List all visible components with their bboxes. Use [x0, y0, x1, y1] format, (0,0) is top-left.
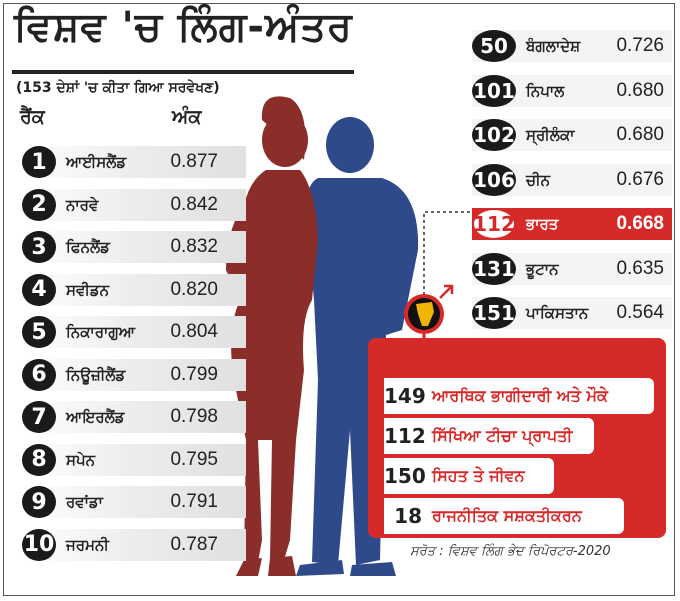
woman-silhouette	[226, 96, 318, 576]
country-name: ਸ੍ਰੀਲੰਕਾ	[526, 126, 575, 144]
breakdown-row-bg	[384, 458, 554, 494]
gender-gap-score: 0.799	[170, 363, 218, 385]
ranking-row: 5 ਨਿਕਾਰਾਗੁਆ 0.804	[22, 316, 246, 348]
rank-badge: 50	[472, 30, 516, 62]
ranking-row: 131 ਭੂਟਾਨ 0.635	[472, 252, 672, 285]
country-name: ਨਿਪਾਲ	[526, 81, 565, 100]
gender-gap-score: 0.842	[170, 193, 218, 215]
gender-gap-score: 0.787	[170, 533, 218, 555]
ranking-row: 3 ਫਿਨਲੈਂਡ 0.832	[22, 231, 246, 263]
page-title: ਵਿਸ਼ਵ 'ਚ ਲਿੰਗ-ਅੰਤਰ	[14, 4, 353, 50]
gender-gap-score: 0.668	[616, 213, 664, 234]
country-name: ਸਵੀਡਨ	[66, 280, 110, 299]
breakdown-row: 149 ਆਰਥਿਕ ਭਾਗੀਦਾਰੀ ਅਤੇ ਮੌਕੇ	[384, 378, 654, 414]
breakdown-row-bg	[384, 378, 654, 414]
breakdown-rank: 18	[394, 504, 422, 528]
gender-gap-score: 0.804	[170, 321, 218, 342]
breakdown-label: ਰਾਜਨੀਤਿਕ ਸਸ਼ਕਤੀਕਰਨ	[432, 506, 582, 525]
breakdown-row-bg	[384, 418, 594, 454]
breakdown-row: 150 ਸਿਹਤ ਤੇ ਜੀਵਨ	[384, 458, 554, 494]
gender-gap-score: 0.820	[170, 278, 218, 300]
score-header: ਅੰਕ	[172, 106, 202, 128]
gender-gap-score: 0.680	[616, 124, 664, 145]
ranking-row: 102 ਸ੍ਰੀਲੰਕਾ 0.680	[472, 119, 672, 151]
ranking-row: 4 ਸਵੀਡਨ 0.820	[22, 273, 246, 306]
rank-badge: 1	[22, 146, 56, 178]
ranking-row: 112 ਭਾਰਤ 0.668	[472, 208, 672, 240]
infographic-frame	[3, 3, 675, 596]
country-name: ਚੀਨ	[526, 170, 551, 189]
gender-gap-score: 0.564	[616, 302, 664, 323]
rank-badge: 9	[22, 486, 56, 518]
country-name: ਭਾਰਤ	[526, 215, 559, 233]
country-name: ਸਪੇਨ	[66, 450, 96, 469]
rank-badge: 2	[22, 188, 56, 221]
rank-header: ਰੈਂਕ	[20, 106, 45, 128]
breakdown-rank: 112	[384, 424, 426, 448]
ranking-row: 1 ਆਈਸਲੈਂਡ 0.877	[22, 146, 246, 178]
ranking-row: 151 ਪਾਕਿਸਤਾਨ 0.564	[472, 297, 672, 329]
country-name: ਜਰਮਨੀ	[66, 535, 109, 554]
ranking-row: 8 ਸਪੇਨ 0.795	[22, 443, 246, 476]
country-name: ਰਵਾਂਡਾ	[66, 493, 103, 511]
country-name: ਆਇਰਲੈਂਡ	[66, 408, 125, 426]
ranking-row: 106 ਚੀਨ 0.676	[472, 163, 672, 196]
gender-gap-score: 0.676	[616, 168, 664, 190]
gender-gap-score: 0.635	[616, 257, 664, 279]
man-silhouette	[296, 117, 419, 576]
breakdown-row: 18 ਰਾਜਨੀਤਿਕ ਸਸ਼ਕਤੀਕਰਨ	[384, 498, 624, 534]
country-name: ਬੰਗਲਾਦੇਸ਼	[526, 37, 581, 55]
ranking-row: 2 ਨਾਰਵੇ 0.842	[22, 188, 246, 221]
country-name: ਭੂਟਾਨ	[526, 259, 559, 278]
gender-gap-score: 0.791	[170, 491, 218, 512]
rank-badge: 6	[22, 358, 56, 391]
ranking-row: 50 ਬੰਗਲਾਦੇਸ਼ 0.726	[472, 30, 672, 62]
country-name: ਫਿਨਲੈਂਡ	[66, 238, 110, 256]
rank-badge: 3	[22, 231, 56, 263]
source-note: ਸਰੋਤ : ਵਿਸ਼ਵ ਲਿੰਗ ਭੇਦ ਰਿਪੋਰਟਰ-2020	[410, 544, 611, 559]
breakdown-rank: 149	[384, 384, 426, 408]
rank-badge: 112	[472, 208, 516, 240]
breakdown-label: ਆਰਥਿਕ ਭਾਗੀਦਾਰੀ ਅਤੇ ਮੌਕੇ	[432, 386, 608, 405]
breakdown-label: ਸਿਹਤ ਤੇ ਜੀਵਨ	[432, 466, 525, 485]
rank-badge: 5	[22, 316, 56, 348]
breakdown-row-bg	[384, 498, 624, 534]
rank-badge: 151	[472, 297, 516, 329]
title-underline	[12, 70, 354, 74]
gender-gap-score: 0.798	[170, 406, 218, 427]
ranking-row: 6 ਨਿਊਜ਼ੀਲੈਂਡ 0.799	[22, 358, 246, 391]
breakdown-rank: 150	[384, 464, 426, 488]
breakdown-row: 112 ਸਿੱਖਿਆ ਟੀਚਾ ਪ੍ਰਾਪਤੀ	[384, 418, 594, 454]
gender-gap-score: 0.877	[170, 151, 218, 172]
country-name: ਨਿਊਜ਼ੀਲੈਂਡ	[66, 365, 126, 384]
country-name: ਪਾਕਿਸਤਾਨ	[526, 304, 589, 322]
gender-gap-score: 0.680	[616, 79, 664, 101]
gender-gap-score: 0.726	[616, 35, 664, 56]
ranking-row: 10 ਜਰਮਨੀ 0.787	[22, 528, 246, 561]
rank-badge: 101	[472, 74, 516, 107]
rank-badge: 7	[22, 401, 56, 433]
country-name: ਨਾਰਵੇ	[66, 195, 99, 214]
country-name: ਨਿਕਾਰਾਗੁਆ	[66, 323, 136, 341]
ranking-row: 9 ਰਵਾਂਡਾ 0.791	[22, 486, 246, 518]
rank-badge: 106	[472, 163, 516, 196]
page-subtitle: (153 ਦੇਸ਼ਾਂ 'ਚ ਕੀਤਾ ਗਿਆ ਸਰਵੇਖਣ)	[16, 80, 220, 96]
rank-badge: 10	[22, 528, 56, 561]
gender-gap-score: 0.795	[170, 448, 218, 470]
male-symbol-icon	[439, 284, 454, 299]
rank-badge: 8	[22, 443, 56, 476]
breakdown-label: ਸਿੱਖਿਆ ਟੀਚਾ ਪ੍ਰਾਪਤੀ	[432, 426, 573, 445]
rank-badge: 102	[472, 119, 516, 151]
rank-badge: 131	[472, 252, 516, 285]
rank-badge: 4	[22, 273, 56, 306]
ranking-row: 7 ਆਇਰਲੈਂਡ 0.798	[22, 401, 246, 433]
country-name: ਆਈਸਲੈਂਡ	[66, 153, 127, 171]
gender-gap-score: 0.832	[170, 236, 218, 257]
ranking-row: 101 ਨਿਪਾਲ 0.680	[472, 74, 672, 107]
